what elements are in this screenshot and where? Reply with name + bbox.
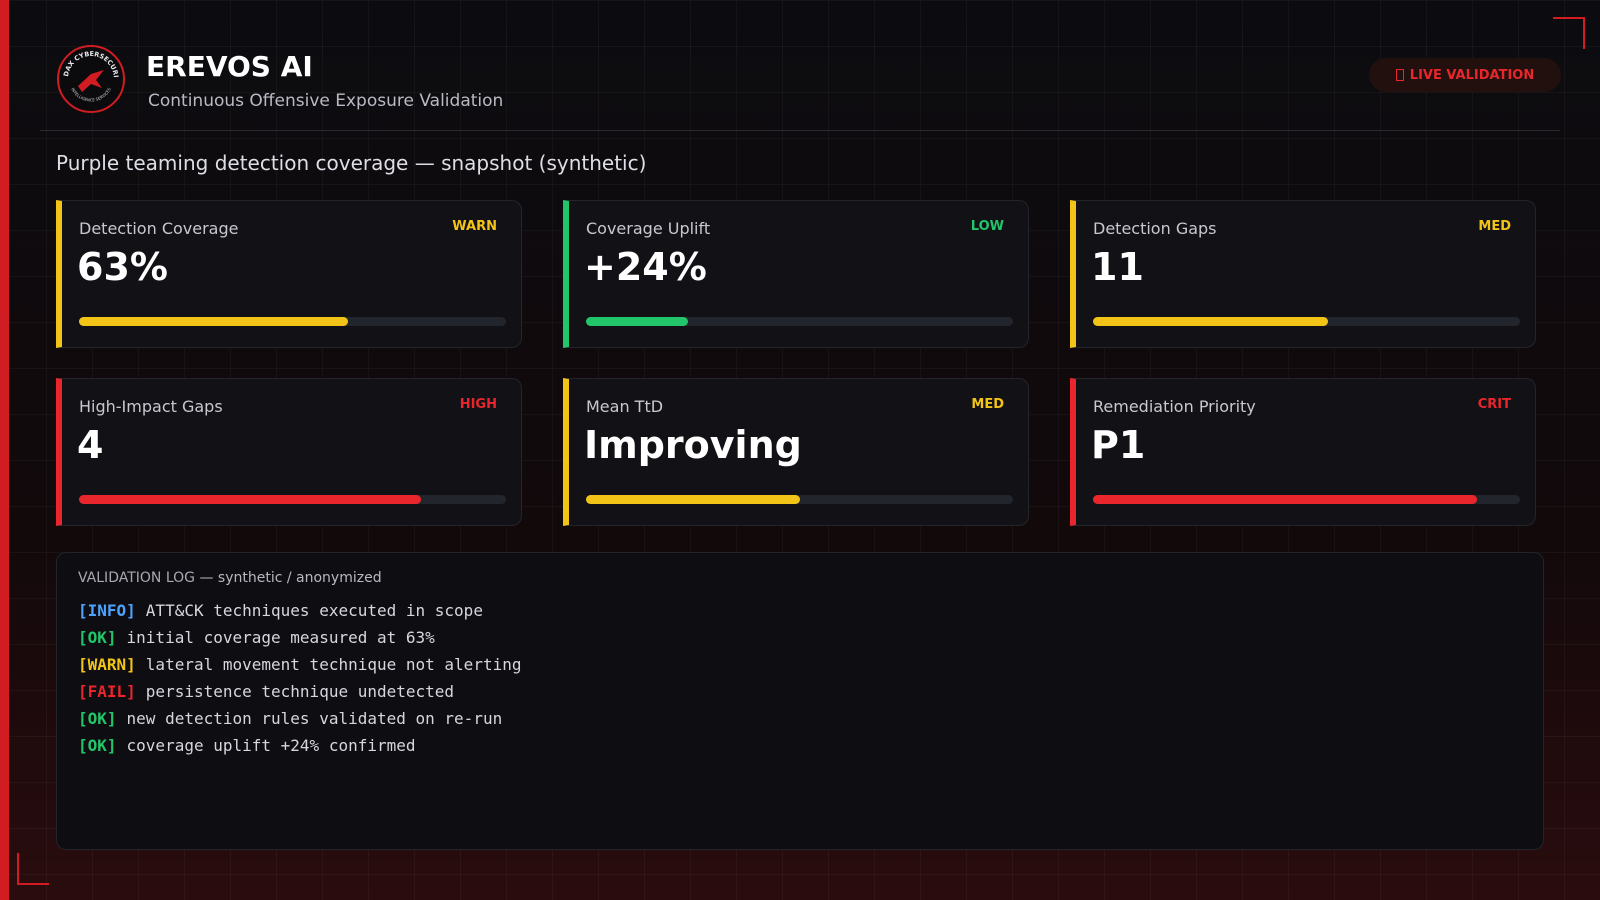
progress-fill xyxy=(79,317,348,326)
log-header: VALIDATION LOG — synthetic / anonymized xyxy=(78,570,382,586)
log-tag: [FAIL] xyxy=(78,682,136,701)
status-badge: LIVE VALIDATION xyxy=(1369,58,1561,92)
validation-log: VALIDATION LOG — synthetic / anonymized … xyxy=(56,552,1544,850)
log-text: coverage uplift +24% confirmed xyxy=(126,736,416,755)
log-entry: [OK] initial coverage measured at 63% xyxy=(78,628,435,647)
progress-track xyxy=(79,317,506,326)
card-label: Detection Coverage xyxy=(79,219,239,238)
progress-track xyxy=(79,495,506,504)
card-label: Mean TtD xyxy=(586,397,664,416)
progress-fill xyxy=(586,495,800,504)
card-value: 63% xyxy=(77,245,168,289)
card-value: 4 xyxy=(77,423,104,467)
card-label: Coverage Uplift xyxy=(586,219,711,238)
card-level: MED xyxy=(1478,219,1511,234)
log-tag: [WARN] xyxy=(78,655,136,674)
log-tag: [OK] xyxy=(78,709,117,728)
corner-bracket xyxy=(17,853,49,885)
progress-fill xyxy=(1093,495,1478,504)
brand-name: EREVOS AI xyxy=(146,50,313,83)
card-level: LOW xyxy=(970,219,1004,234)
card-value: +24% xyxy=(584,245,707,289)
progress-fill xyxy=(586,317,689,326)
card-value: P1 xyxy=(1091,423,1146,467)
log-entry: [INFO] ATT&CK techniques executed in scop… xyxy=(78,601,483,620)
log-tag: [INFO] xyxy=(78,601,136,620)
log-text: new detection rules validated on re-run xyxy=(126,709,503,728)
logo: AUDAX CYBERSECURITY INTELLIGENCE SERVICE… xyxy=(56,44,125,113)
log-entry: [FAIL] persistence technique undetected xyxy=(78,682,454,701)
progress-track xyxy=(586,317,1013,326)
section-title: Purple teaming detection coverage — snap… xyxy=(56,151,647,175)
progress-track xyxy=(1093,317,1520,326)
card-value: Improving xyxy=(584,423,802,467)
log-text: lateral movement technique not alerting xyxy=(145,655,522,674)
metric-card: Coverage Uplift LOW +24% xyxy=(563,200,1029,348)
log-note: — synthetic / anonymized xyxy=(199,570,382,586)
log-tag: [OK] xyxy=(78,628,117,647)
metric-card: High-Impact Gaps HIGH 4 xyxy=(56,378,522,526)
card-level: MED xyxy=(971,397,1004,412)
metric-card: Mean TtD MED Improving xyxy=(563,378,1029,526)
progress-track xyxy=(586,495,1013,504)
log-title: VALIDATION LOG xyxy=(78,570,196,586)
card-label: Remediation Priority xyxy=(1093,397,1256,416)
progress-fill xyxy=(1093,317,1328,326)
progress-fill xyxy=(79,495,421,504)
log-entry: [OK] new detection rules validated on re-… xyxy=(78,709,502,728)
log-text: ATT&CK techniques executed in scope xyxy=(145,601,483,620)
tagline: Continuous Offensive Exposure Validation xyxy=(148,91,504,111)
metric-card: Detection Gaps MED 11 xyxy=(1070,200,1536,348)
accent-stripe xyxy=(0,0,9,900)
card-value: 11 xyxy=(1091,245,1144,289)
card-label: Detection Gaps xyxy=(1093,219,1217,238)
card-level: CRIT xyxy=(1477,397,1511,412)
card-label: High-Impact Gaps xyxy=(79,397,223,416)
divider xyxy=(40,130,1560,131)
metric-card: Remediation Priority CRIT P1 xyxy=(1070,378,1536,526)
log-text: initial coverage measured at 63% xyxy=(126,628,435,647)
metric-card: Detection Coverage WARN 63% xyxy=(56,200,522,348)
log-entry: [WARN] lateral movement technique not ale… xyxy=(78,655,521,674)
card-level: WARN xyxy=(452,219,497,234)
card-level: HIGH xyxy=(459,397,497,412)
corner-bracket xyxy=(1553,17,1585,49)
log-tag: [OK] xyxy=(78,736,117,755)
progress-track xyxy=(1093,495,1520,504)
log-text: persistence technique undetected xyxy=(145,682,455,701)
badge-text: LIVE VALIDATION xyxy=(1409,67,1535,83)
log-entry: [OK] coverage uplift +24% confirmed xyxy=(78,736,416,755)
